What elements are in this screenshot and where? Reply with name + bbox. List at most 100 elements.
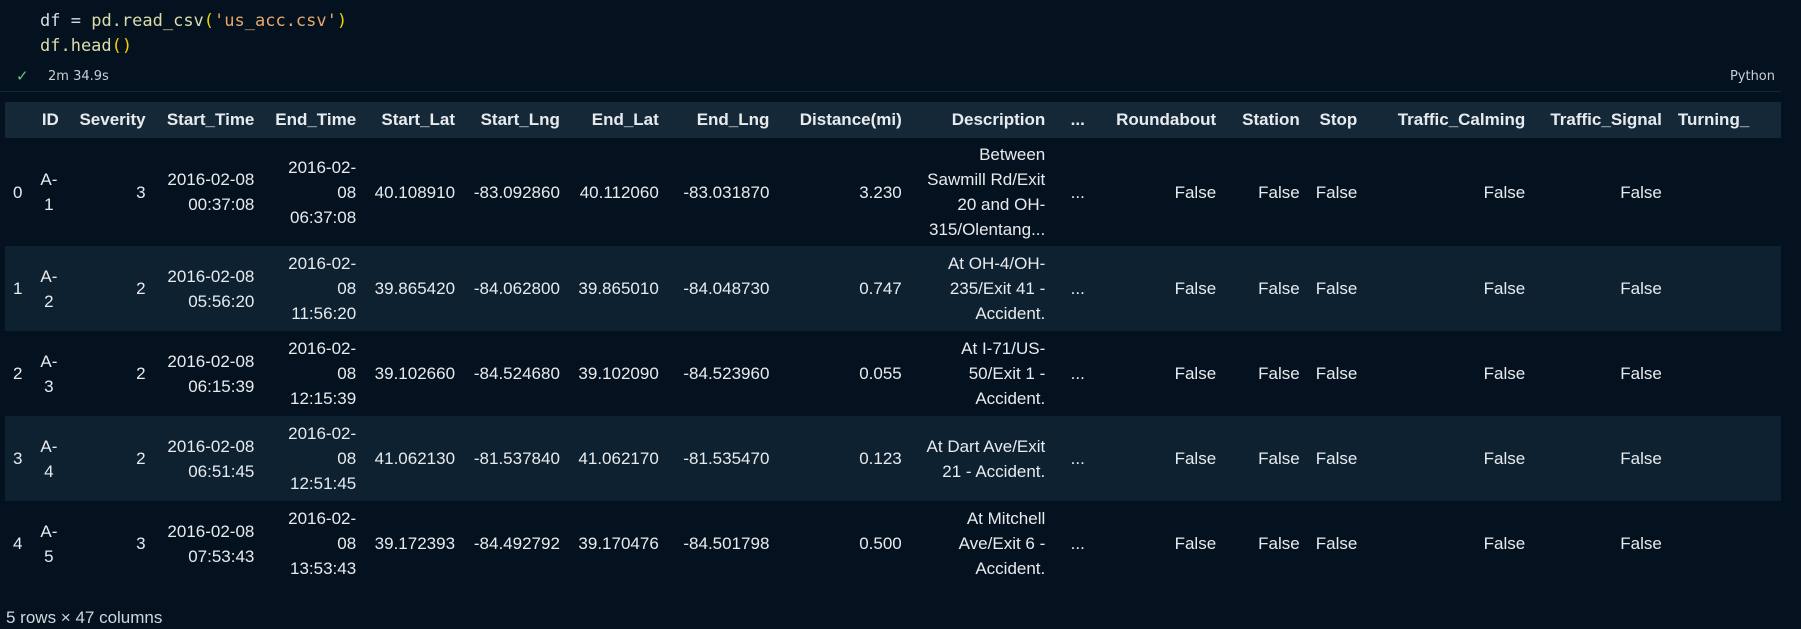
dataframe-table: ID Severity Start_Time End_Time Start_Lat Sta… <box>5 102 1781 584</box>
table-cell: False <box>1315 182 1358 202</box>
table-cell: A-4 <box>40 436 58 481</box>
table-cell: ... <box>1070 534 1085 553</box>
table-cell: ... <box>1070 182 1085 202</box>
column-header: Traffic_Calming <box>1397 110 1526 129</box>
table-cell <box>1672 331 1781 416</box>
table-cell: False <box>1315 364 1358 383</box>
column-header: Traffic_Signal <box>1550 110 1662 129</box>
row-index: 3 <box>13 449 23 468</box>
column-header: Severity <box>79 110 146 129</box>
table-cell: 0.055 <box>859 364 902 383</box>
table-cell: False <box>1258 182 1300 202</box>
table-cell: 2 <box>136 364 146 383</box>
table-cell: 39.865010 <box>578 279 659 298</box>
table-cell: ... <box>1070 364 1085 383</box>
table-cell <box>1672 138 1781 246</box>
table-cell: 41.062170 <box>578 449 659 468</box>
table-cell <box>1672 416 1781 501</box>
table-cell: 2016-02-08 07:53:43 <box>167 521 255 566</box>
table-cell: 0.747 <box>859 279 902 298</box>
table-cell: -84.492792 <box>473 534 560 553</box>
language-label[interactable]: Python <box>1729 69 1775 84</box>
table-cell: At Dart Ave/Exit 21 - Accident. <box>926 436 1046 481</box>
column-header: End_Lng <box>696 110 770 129</box>
table-cell: False <box>1620 449 1662 468</box>
table-cell: False <box>1258 449 1300 468</box>
table-cell: 41.062130 <box>374 449 456 468</box>
table-cell: False <box>1174 182 1217 202</box>
table-row: 3 A-4 2 2016-02-08 06:51:45 2016-02-08 12:51… <box>5 416 1781 501</box>
table-cell: False <box>1483 534 1526 553</box>
column-header: Start_Lat <box>381 110 456 129</box>
table-cell: 39.865420 <box>374 279 456 298</box>
table-cell: -84.523960 <box>683 364 770 383</box>
table-cell: False <box>1620 364 1662 383</box>
table-cell: False <box>1483 449 1526 468</box>
table-cell: -84.524680 <box>473 364 560 383</box>
table-cell: 0.500 <box>859 534 902 553</box>
table-cell: False <box>1483 279 1526 298</box>
table-cell: False <box>1620 182 1662 202</box>
table-row: 0 A-1 3 2016-02-08 00:37:08 2016-02-08 06:37… <box>5 138 1781 246</box>
table-cell: 0.123 <box>859 449 902 468</box>
table-cell: 39.102660 <box>374 364 456 383</box>
table-cell: False <box>1174 449 1217 468</box>
column-header: Distance(mi) <box>799 110 902 129</box>
table-cell: 3 <box>136 534 146 553</box>
table-row: 4 A-5 3 2016-02-08 07:53:43 2016-02-08 13:53… <box>5 501 1781 584</box>
table-cell: 2016-02-08 12:15:39 <box>288 339 357 408</box>
column-header: Station <box>1242 110 1300 129</box>
table-cell <box>1672 501 1781 584</box>
index-header <box>5 102 33 138</box>
code-line-2: df.head() <box>40 36 133 56</box>
table-cell: -84.048730 <box>683 279 770 298</box>
table-cell: A-2 <box>40 266 58 311</box>
check-icon: ✓ <box>16 67 29 85</box>
table-row: 2 A-3 2 2016-02-08 06:15:39 2016-02-08 12:15… <box>5 331 1781 416</box>
table-cell: False <box>1483 364 1526 383</box>
table-cell: False <box>1483 182 1526 202</box>
table-cell: 2016-02-08 06:51:45 <box>167 436 255 481</box>
table-cell: -81.535470 <box>683 449 770 468</box>
table-cell: False <box>1174 364 1217 383</box>
dataframe-output: ID Severity Start_Time End_Time Start_Lat Sta… <box>5 102 1781 584</box>
table-cell: At OH-4/OH-235/Exit 41 - Accident. <box>947 254 1046 323</box>
row-index: 1 <box>13 279 23 298</box>
table-cell: 3.230 <box>859 182 902 202</box>
table-body: 0 A-1 3 2016-02-08 00:37:08 2016-02-08 06:37… <box>5 138 1781 584</box>
column-header: Stop <box>1319 110 1358 129</box>
table-cell: 2 <box>136 449 146 468</box>
row-index: 4 <box>13 534 23 553</box>
table-cell: False <box>1620 279 1662 298</box>
dataframe-shape: 5 rows × 47 columns <box>6 608 163 627</box>
code-editor[interactable]: df = pd.read_csv('us_acc.csv') df.head() <box>40 9 347 59</box>
table-cell: 2016-02-08 06:37:08 <box>288 157 357 227</box>
table-header-row: ID Severity Start_Time End_Time Start_Lat Sta… <box>5 102 1781 138</box>
table-cell: False <box>1258 364 1300 383</box>
table-cell: ... <box>1070 449 1085 468</box>
column-header: Start_Lng <box>480 110 560 129</box>
table-row: 1 A-2 2 2016-02-08 05:56:20 2016-02-08 11:56… <box>5 246 1781 331</box>
table-cell: 2016-02-08 05:56:20 <box>167 266 255 311</box>
table-cell: ... <box>1070 279 1085 298</box>
table-cell: False <box>1620 534 1662 553</box>
table-cell: -83.092860 <box>473 182 560 202</box>
table-cell: 40.112060 <box>579 182 659 202</box>
column-header: ... <box>1070 110 1085 129</box>
table-cell: False <box>1174 279 1217 298</box>
column-header: End_Lat <box>591 110 659 129</box>
table-cell: 2016-02-08 06:15:39 <box>167 351 255 396</box>
table-cell: 2016-02-08 12:51:45 <box>288 424 357 493</box>
column-header: End_Time <box>275 110 357 129</box>
table-cell: Between Sawmill Rd/Exit 20 and OH-315/Ol… <box>927 145 1046 239</box>
table-cell: At Mitchell Ave/Exit 6 - Accident. <box>958 509 1046 578</box>
table-cell: 2016-02-08 13:53:43 <box>288 509 357 578</box>
column-header: Description <box>951 110 1046 129</box>
table-cell: -81.537840 <box>473 449 560 468</box>
table-cell: 2016-02-08 00:37:08 <box>167 170 255 214</box>
table-cell: 39.172393 <box>374 534 456 553</box>
code-line-1: df = pd.read_csv('us_acc.csv') <box>40 11 348 31</box>
row-index: 2 <box>13 364 23 383</box>
table-cell: 39.170476 <box>578 534 659 553</box>
